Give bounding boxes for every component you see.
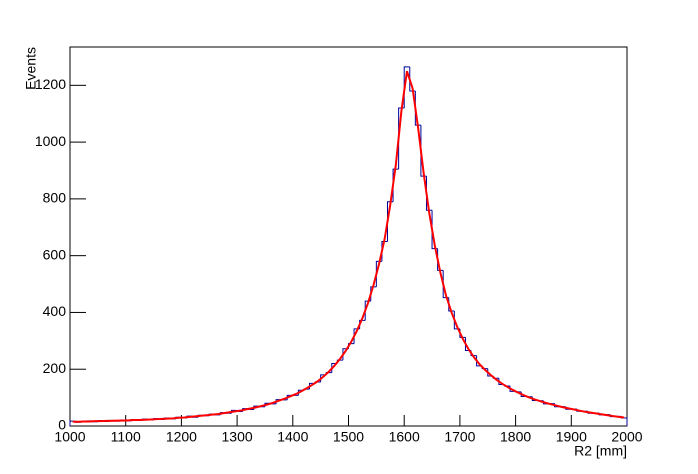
y-tick-label: 1200	[35, 76, 66, 92]
x-tick-label: 1200	[166, 429, 197, 445]
y-tick-label: 1000	[35, 133, 66, 149]
x-tick-label: 1600	[389, 429, 420, 445]
frame	[69, 46, 628, 427]
x-tick-label: 1100	[111, 429, 141, 445]
x-tick-label: 1700	[444, 429, 475, 445]
x-tick-label: 1500	[333, 429, 364, 445]
y-tick-label: 800	[43, 190, 67, 206]
y-tick-label: 400	[43, 303, 67, 319]
y-tick-label: 200	[43, 360, 67, 376]
x-tick-label: 1900	[556, 429, 587, 445]
y-tick-label: 0	[58, 417, 66, 433]
x-tick-label: 2000	[611, 429, 642, 445]
x-axis-label: R2 [mm]	[574, 443, 627, 459]
y-tick-label: 600	[43, 246, 67, 262]
x-tick-label: 1000	[54, 429, 85, 445]
fit-curve	[72, 70, 625, 423]
x-tick-label: 1400	[277, 429, 308, 445]
x-tick-label: 1300	[222, 429, 253, 445]
y-axis-label: Events	[23, 47, 39, 90]
x-tick-label: 1800	[500, 429, 531, 445]
